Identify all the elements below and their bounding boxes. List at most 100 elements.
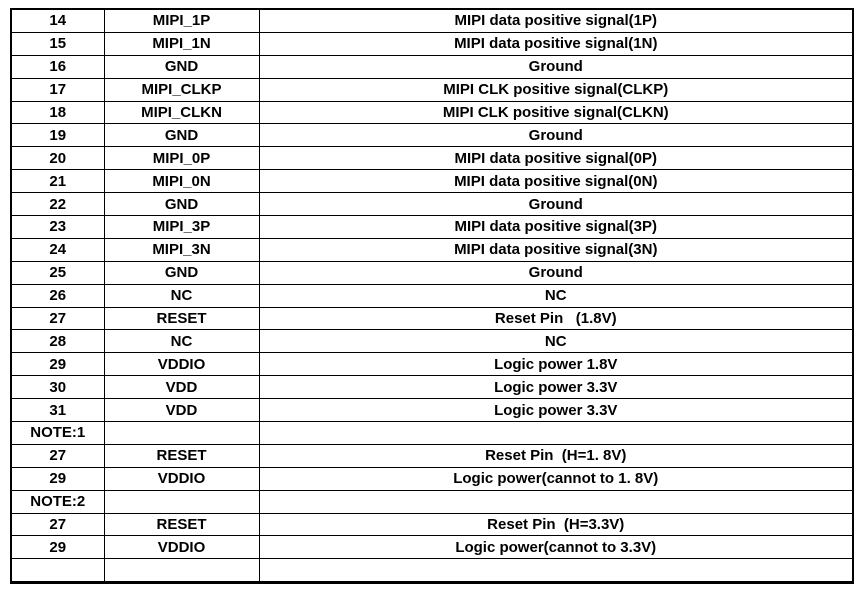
signal-name-cell: VDD bbox=[103, 375, 260, 400]
description-cell: Logic power 3.3V bbox=[258, 398, 854, 423]
description-cell bbox=[258, 558, 854, 584]
description-cell: NC bbox=[258, 329, 854, 354]
signal-name-cell: MIPI_0N bbox=[103, 169, 260, 194]
table-row: 24 MIPI_3N MIPI data positive signal(3N) bbox=[10, 237, 854, 262]
table-row: 23 MIPI_3P MIPI data positive signal(3P) bbox=[10, 215, 854, 239]
table-row: 29 VDDIO Logic power 1.8V bbox=[10, 352, 854, 377]
table-row: 21 MIPI_0N MIPI data positive signal(0N) bbox=[10, 169, 854, 194]
signal-name-cell: RESET bbox=[103, 443, 260, 468]
table-row: 18 MIPI_CLKN MIPI CLK positive signal(CLKN… bbox=[10, 100, 854, 125]
description-cell: MIPI data positive signal(3N) bbox=[258, 237, 854, 262]
table-row: 16 GND Ground bbox=[10, 54, 854, 79]
description-cell: MIPI data positive signal(3P) bbox=[258, 215, 854, 239]
description-cell: Ground bbox=[258, 123, 854, 148]
pin-number-cell: 29 bbox=[10, 535, 105, 560]
table-row: 20 MIPI_0P MIPI data positive signal(0P) bbox=[10, 146, 854, 171]
signal-name-cell: MIPI_1P bbox=[103, 8, 260, 33]
description-cell: Reset Pin (1.8V) bbox=[258, 306, 854, 331]
table-row: 29 VDDIO Logic power(cannot to 3.3V) bbox=[10, 535, 854, 560]
description-cell: Reset Pin (H=1. 8V) bbox=[258, 443, 854, 468]
pin-number-cell: 27 bbox=[10, 306, 105, 331]
signal-name-cell: GND bbox=[103, 123, 260, 148]
description-cell: MIPI data positive signal(0N) bbox=[258, 169, 854, 194]
pin-number-cell: NOTE:1 bbox=[10, 421, 105, 445]
description-cell: Ground bbox=[258, 54, 854, 79]
signal-name-cell: VDD bbox=[103, 398, 260, 423]
description-cell: Ground bbox=[258, 260, 854, 285]
table-row: 27 RESET Reset Pin (1.8V) bbox=[10, 306, 854, 331]
description-cell: Logic power(cannot to 3.3V) bbox=[258, 535, 854, 560]
pin-number-cell: 23 bbox=[10, 215, 105, 239]
pin-number-cell: 21 bbox=[10, 169, 105, 194]
signal-name-cell: NC bbox=[103, 283, 260, 308]
description-cell: MIPI data positive signal(0P) bbox=[258, 146, 854, 171]
pin-number-cell: 26 bbox=[10, 283, 105, 308]
signal-name-cell: GND bbox=[103, 192, 260, 217]
signal-name-cell: MIPI_3P bbox=[103, 215, 260, 239]
description-cell: MIPI CLK positive signal(CLKP) bbox=[258, 77, 854, 102]
pin-number-cell: 30 bbox=[10, 375, 105, 400]
signal-name-cell bbox=[103, 421, 260, 445]
pin-number-cell: 16 bbox=[10, 54, 105, 79]
pin-number-cell: 24 bbox=[10, 237, 105, 262]
pin-assignment-table: 14 MIPI_1P MIPI data positive signal(1P) 15… bbox=[10, 8, 854, 585]
table-row: 19 GND Ground bbox=[10, 123, 854, 148]
pin-number-cell: NOTE:2 bbox=[10, 489, 105, 514]
pin-number-cell: 28 bbox=[10, 329, 105, 354]
signal-name-cell: VDDIO bbox=[103, 535, 260, 560]
description-cell: Ground bbox=[258, 192, 854, 217]
signal-name-cell: NC bbox=[103, 329, 260, 354]
description-cell: Logic power 1.8V bbox=[258, 352, 854, 377]
pin-number-cell: 29 bbox=[10, 466, 105, 491]
signal-name-cell: MIPI_CLKN bbox=[103, 100, 260, 125]
pin-number-cell: 22 bbox=[10, 192, 105, 217]
signal-name-cell: VDDIO bbox=[103, 466, 260, 491]
pin-number-cell: 18 bbox=[10, 100, 105, 125]
signal-name-cell: GND bbox=[103, 260, 260, 285]
pin-number-cell: 19 bbox=[10, 123, 105, 148]
signal-name-cell bbox=[103, 489, 260, 514]
pin-number-cell: 20 bbox=[10, 146, 105, 171]
table-row: 25 GND Ground bbox=[10, 260, 854, 285]
description-cell: Reset Pin (H=3.3V) bbox=[258, 512, 854, 537]
pin-number-cell: 29 bbox=[10, 352, 105, 377]
description-cell: MIPI CLK positive signal(CLKN) bbox=[258, 100, 854, 125]
signal-name-cell: RESET bbox=[103, 306, 260, 331]
pin-number-cell: 15 bbox=[10, 31, 105, 56]
description-cell: MIPI data positive signal(1N) bbox=[258, 31, 854, 56]
table-row: 27 RESET Reset Pin (H=1. 8V) bbox=[10, 443, 854, 468]
table-row: 30 VDD Logic power 3.3V bbox=[10, 375, 854, 400]
table-row: 31 VDD Logic power 3.3V bbox=[10, 398, 854, 423]
table-row bbox=[10, 558, 854, 584]
table-row: 27 RESET Reset Pin (H=3.3V) bbox=[10, 512, 854, 537]
table-row: 17 MIPI_CLKP MIPI CLK positive signal(CLKP… bbox=[10, 77, 854, 102]
table-row: 29 VDDIO Logic power(cannot to 1. 8V) bbox=[10, 466, 854, 491]
signal-name-cell: MIPI_3N bbox=[103, 237, 260, 262]
table-row: 15 MIPI_1N MIPI data positive signal(1N) bbox=[10, 31, 854, 56]
table-row: 14 MIPI_1P MIPI data positive signal(1P) bbox=[10, 8, 854, 33]
description-cell: Logic power 3.3V bbox=[258, 375, 854, 400]
description-cell bbox=[258, 421, 854, 445]
description-cell: MIPI data positive signal(1P) bbox=[258, 8, 854, 33]
signal-name-cell: VDDIO bbox=[103, 352, 260, 377]
signal-name-cell: MIPI_0P bbox=[103, 146, 260, 171]
signal-name-cell bbox=[103, 558, 260, 584]
pin-number-cell: 25 bbox=[10, 260, 105, 285]
table-row: 28 NC NC bbox=[10, 329, 854, 354]
pin-number-cell: 31 bbox=[10, 398, 105, 423]
description-cell: Logic power(cannot to 1. 8V) bbox=[258, 466, 854, 491]
table-row: NOTE:2 bbox=[10, 489, 854, 514]
description-cell: NC bbox=[258, 283, 854, 308]
pin-number-cell: 27 bbox=[10, 512, 105, 537]
table-row: 22 GND Ground bbox=[10, 192, 854, 217]
pin-number-cell: 17 bbox=[10, 77, 105, 102]
signal-name-cell: MIPI_CLKP bbox=[103, 77, 260, 102]
signal-name-cell: MIPI_1N bbox=[103, 31, 260, 56]
signal-name-cell: GND bbox=[103, 54, 260, 79]
table-row: 26 NC NC bbox=[10, 283, 854, 308]
description-cell bbox=[258, 489, 854, 514]
pin-number-cell bbox=[10, 558, 105, 584]
pin-number-cell: 27 bbox=[10, 443, 105, 468]
pin-number-cell: 14 bbox=[10, 8, 105, 33]
